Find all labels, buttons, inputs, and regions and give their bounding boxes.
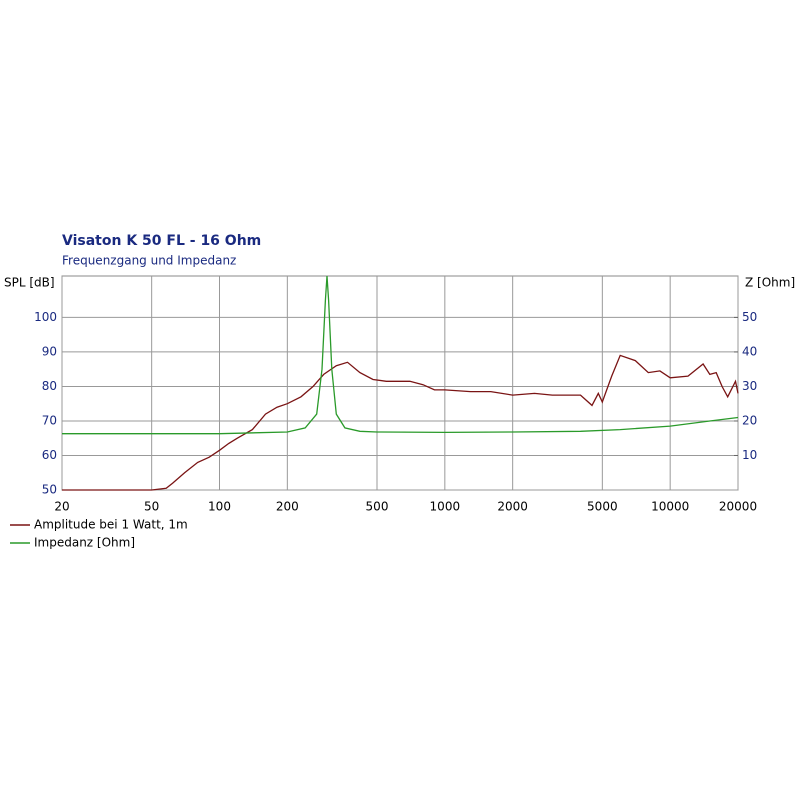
chart-title: Visaton K 50 FL - 16 Ohm — [62, 233, 261, 249]
y2-tick-label: 20 — [742, 413, 757, 427]
x-tick-label: 50 — [144, 500, 159, 514]
x-tick-label: 20000 — [719, 500, 757, 514]
series-line — [62, 354, 739, 491]
y-axis-label: SPL [dB] — [4, 276, 55, 290]
y2-axis-label: Z [Ohm] — [745, 276, 795, 290]
y-tick-label: 60 — [42, 448, 57, 462]
y2-tick-label: 50 — [742, 310, 757, 324]
y-tick-label: 90 — [42, 344, 57, 358]
x-tick-label: 2000 — [497, 500, 528, 514]
x-tick-label: 1000 — [430, 500, 461, 514]
y2-tick-label: 30 — [742, 379, 757, 393]
legend-label: Amplitude bei 1 Watt, 1m — [34, 518, 188, 532]
chart-subtitle: Frequenzgang und Impedanz — [62, 254, 236, 268]
x-tick-label: 100 — [208, 500, 231, 514]
plot-frame — [61, 275, 739, 491]
x-tick-label: 10000 — [651, 500, 689, 514]
legend-label: Impedanz [Ohm] — [34, 536, 135, 550]
y2-tick-label: 40 — [742, 344, 757, 358]
y-tick-label: 80 — [42, 379, 57, 393]
y-tick-label: 100 — [34, 310, 57, 324]
x-tick-label: 20 — [54, 500, 69, 514]
x-tick-label: 500 — [366, 500, 389, 514]
series-line — [62, 275, 739, 435]
y2-tick-label: 10 — [742, 448, 757, 462]
y-tick-label: 50 — [42, 483, 57, 497]
x-tick-label: 5000 — [587, 500, 618, 514]
x-tick-label: 200 — [276, 500, 299, 514]
y-tick-label: 70 — [42, 413, 57, 427]
